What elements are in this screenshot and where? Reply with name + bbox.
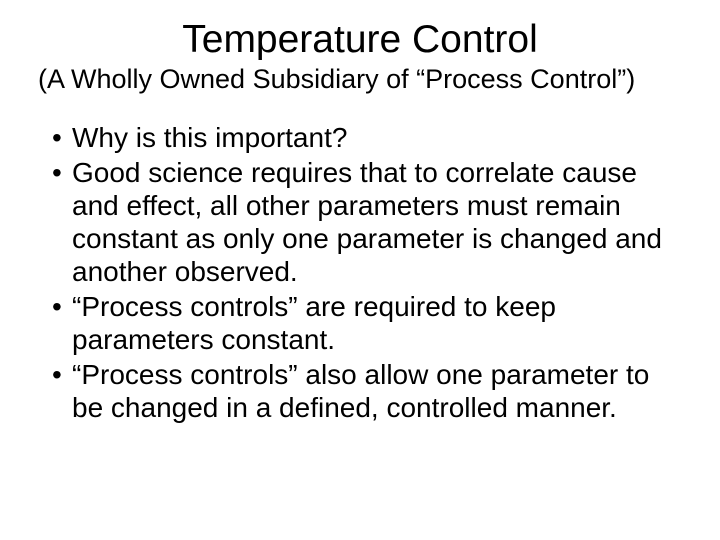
list-item: Why is this important? (38, 121, 682, 154)
bullet-list: Why is this important? Good science requ… (38, 121, 682, 424)
list-item: Good science requires that to correlate … (38, 156, 682, 288)
slide: Temperature Control (A Wholly Owned Subs… (0, 0, 720, 540)
slide-title: Temperature Control (38, 18, 682, 62)
slide-subtitle: (A Wholly Owned Subsidiary of “Process C… (38, 64, 682, 95)
list-item: “Process controls” are required to keep … (38, 290, 682, 356)
list-item: “Process controls” also allow one parame… (38, 358, 682, 424)
